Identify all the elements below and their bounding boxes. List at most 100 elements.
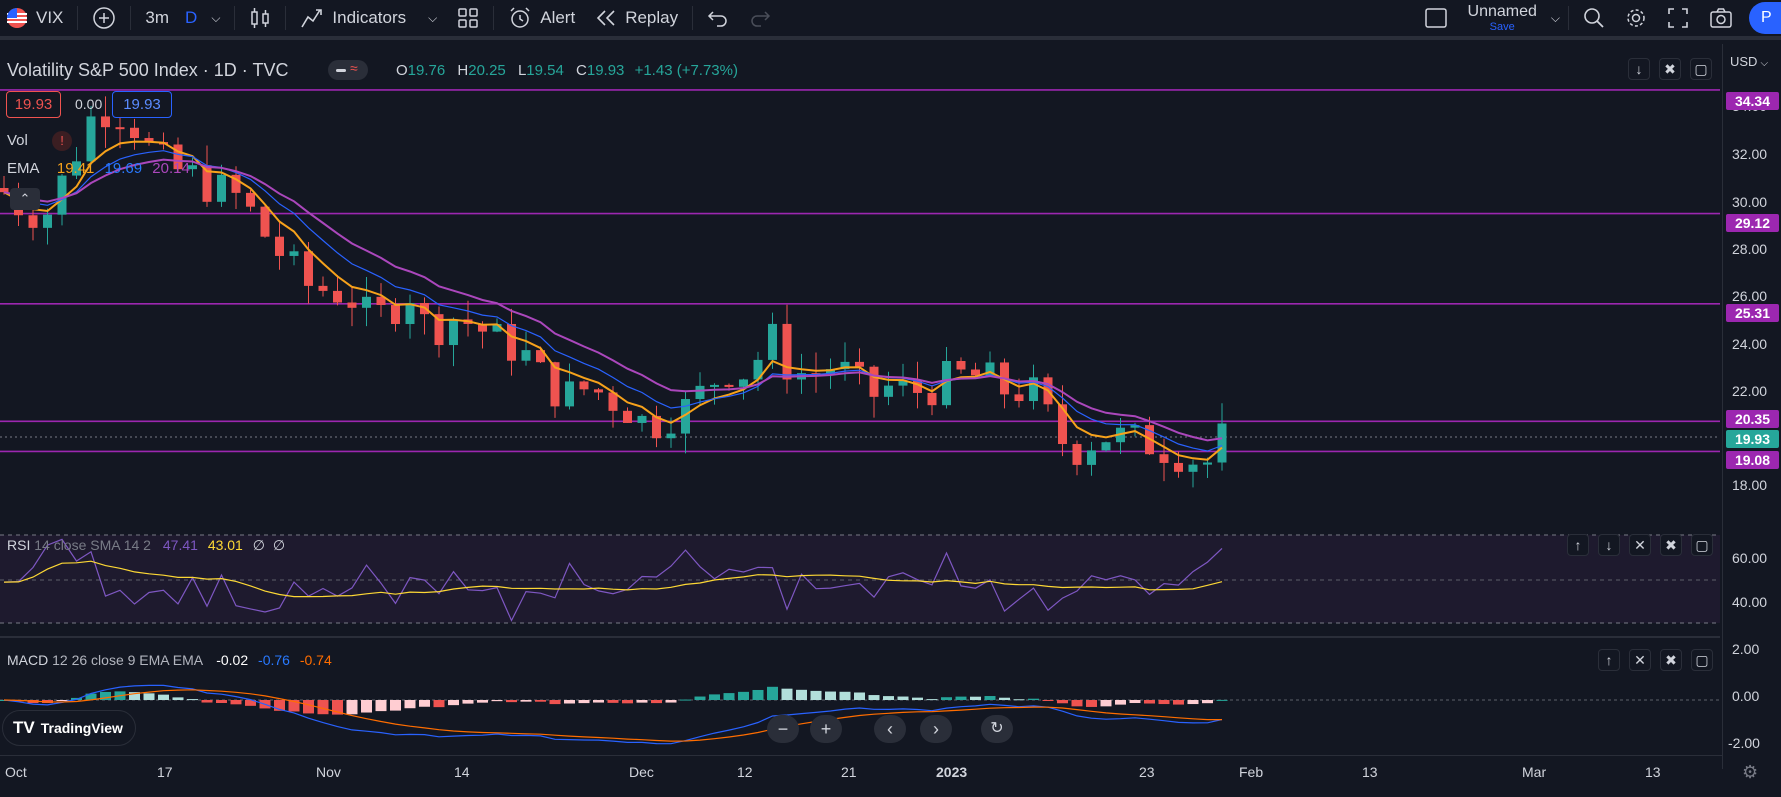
level-tag: 29.12 xyxy=(1726,214,1779,232)
candle-up xyxy=(405,303,415,325)
rsi-band xyxy=(0,535,1720,623)
macd-histogram-bar xyxy=(665,700,677,703)
high-value: 20.25 xyxy=(468,62,506,79)
wave-icon: ≈ xyxy=(350,60,358,76)
move-down-button[interactable]: ↓ xyxy=(1628,58,1650,80)
collapse-legend-button[interactable]: ⌃ xyxy=(10,188,40,210)
divider xyxy=(493,6,495,30)
macd-histogram-bar xyxy=(477,700,488,703)
vol-label: Vol xyxy=(7,132,28,149)
symbol-search[interactable]: VIX xyxy=(0,0,73,38)
price-label: 18.00 xyxy=(1732,477,1768,493)
macd-histogram-bar xyxy=(1144,700,1155,704)
currency-selector[interactable]: USD ⌵ xyxy=(1730,54,1768,69)
publish-button[interactable]: P xyxy=(1749,2,1781,34)
rsi-close-button[interactable]: ✕ xyxy=(1629,534,1651,556)
alert-button[interactable]: Alert xyxy=(498,0,585,38)
candle-up xyxy=(768,323,777,360)
reset-chart-button[interactable]: ↻ xyxy=(981,715,1013,743)
templates-button[interactable] xyxy=(447,0,489,38)
fullscreen-button[interactable] xyxy=(1657,0,1699,38)
price-axis[interactable]: USD⌵ 34.00 32.00 30.00 28.00 26.00 24.00… xyxy=(1722,44,1781,769)
macd-histogram-bar xyxy=(622,700,633,704)
tv-logo-icon: TV xyxy=(13,718,35,737)
visibility-toggle[interactable]: ≈ xyxy=(328,60,368,80)
vol-legend[interactable]: Vol ! xyxy=(7,131,73,151)
maximize-pane-button[interactable]: ▢ xyxy=(1690,58,1712,80)
candle-down xyxy=(115,127,125,130)
candle-up xyxy=(695,385,705,400)
chart-canvas[interactable] xyxy=(0,44,1720,770)
macd-histogram-bar xyxy=(288,700,300,712)
macd-maximize-button[interactable]: ▢ xyxy=(1691,649,1713,671)
candle-up xyxy=(565,381,574,407)
search-button[interactable] xyxy=(1573,0,1615,38)
macd-histogram-bar xyxy=(897,696,909,700)
macd-legend[interactable]: MACD 12 26 close 9 EMA EMA -0.02 -0.76 -… xyxy=(7,652,332,668)
macd-histogram-bar xyxy=(1057,700,1068,704)
chart-type-button[interactable] xyxy=(239,0,281,38)
divider xyxy=(130,6,132,30)
collapse-pane-button[interactable]: ✖ xyxy=(1659,58,1681,80)
camera-icon xyxy=(1710,8,1732,28)
gear-icon xyxy=(1627,9,1645,27)
macd-histogram-bar xyxy=(274,700,285,711)
time-axis[interactable]: Oct 17 Nov 14 Dec 12 21 2023 23 Feb 13 M… xyxy=(0,755,1758,797)
macd-histogram-bar xyxy=(825,691,836,700)
interval-selector[interactable]: 3m D ⌵ xyxy=(135,0,230,38)
layout-name-button[interactable]: Unnamed Save xyxy=(1458,0,1547,38)
candle-down xyxy=(478,323,487,332)
candle-up xyxy=(86,116,96,162)
candle-down xyxy=(260,206,270,237)
rsi-label: RSI xyxy=(7,537,31,553)
time-label: 21 xyxy=(841,764,857,780)
macd-close-button[interactable]: ✕ xyxy=(1629,649,1651,671)
scroll-left-button[interactable]: ‹ xyxy=(874,715,906,743)
candle-down xyxy=(507,324,516,361)
replay-button[interactable]: Replay xyxy=(585,0,688,38)
tradingview-logo[interactable]: TV TradingView xyxy=(2,710,136,746)
macd-histogram-bar xyxy=(433,700,445,708)
macd-histogram-bar xyxy=(1187,700,1199,705)
candle-up xyxy=(188,165,197,170)
time-label: Oct xyxy=(5,764,27,780)
snapshot-button[interactable] xyxy=(1699,0,1743,38)
macd-histogram-bar xyxy=(549,700,561,705)
macd-histogram-bar xyxy=(172,697,184,700)
compare-button[interactable] xyxy=(82,0,126,38)
divider xyxy=(285,6,287,30)
layout-menu-button[interactable]: ⌵ xyxy=(1547,0,1564,38)
ema-legend[interactable]: EMA 19.41 19.69 20.14 xyxy=(7,160,190,177)
macd-histogram-bar xyxy=(1100,700,1112,707)
buy-button[interactable]: 19.93 xyxy=(112,91,172,118)
time-label: 12 xyxy=(737,764,753,780)
sell-button[interactable]: 19.93 xyxy=(6,91,61,118)
macd-histogram-bar xyxy=(723,693,735,700)
interval-unit: D xyxy=(185,8,198,27)
zoom-in-button[interactable]: + xyxy=(810,715,842,743)
macd-histogram-bar xyxy=(926,699,938,701)
macd-histogram-bar xyxy=(491,700,503,702)
series-title[interactable]: Volatility S&P 500 Index · 1D · TVC xyxy=(7,60,289,80)
settings-button[interactable] xyxy=(1615,0,1657,38)
rsi-move-down-button[interactable]: ↓ xyxy=(1598,534,1620,556)
zoom-out-button[interactable]: − xyxy=(767,715,799,743)
macd-collapse-button[interactable]: ✖ xyxy=(1660,649,1682,671)
rsi-collapse-button[interactable]: ✖ xyxy=(1660,534,1682,556)
candle-up xyxy=(1029,377,1038,402)
rsi-move-up-button[interactable]: ↑ xyxy=(1567,534,1589,556)
macd-histogram-bar xyxy=(593,700,604,703)
macd-axis-label: -2.00 xyxy=(1728,735,1760,751)
rsi-legend[interactable]: RSI 14 close SMA 14 2 47.41 43.01 ∅ ∅ xyxy=(7,537,285,554)
layout-select-button[interactable] xyxy=(1414,0,1458,38)
rsi-axis-label: 60.00 xyxy=(1732,550,1768,566)
macd-move-up-button[interactable]: ↑ xyxy=(1598,649,1620,671)
axis-settings-icon[interactable]: ⚙ xyxy=(1742,762,1759,782)
rsi-maximize-button[interactable]: ▢ xyxy=(1691,534,1713,556)
redo-button[interactable] xyxy=(739,0,781,38)
scroll-right-button[interactable]: › xyxy=(920,715,952,743)
indicators-button[interactable]: Indicators ⌵ xyxy=(290,0,447,38)
macd-histogram-bar xyxy=(694,696,706,700)
undo-button[interactable] xyxy=(697,0,739,38)
macd-histogram-bar xyxy=(607,700,619,703)
